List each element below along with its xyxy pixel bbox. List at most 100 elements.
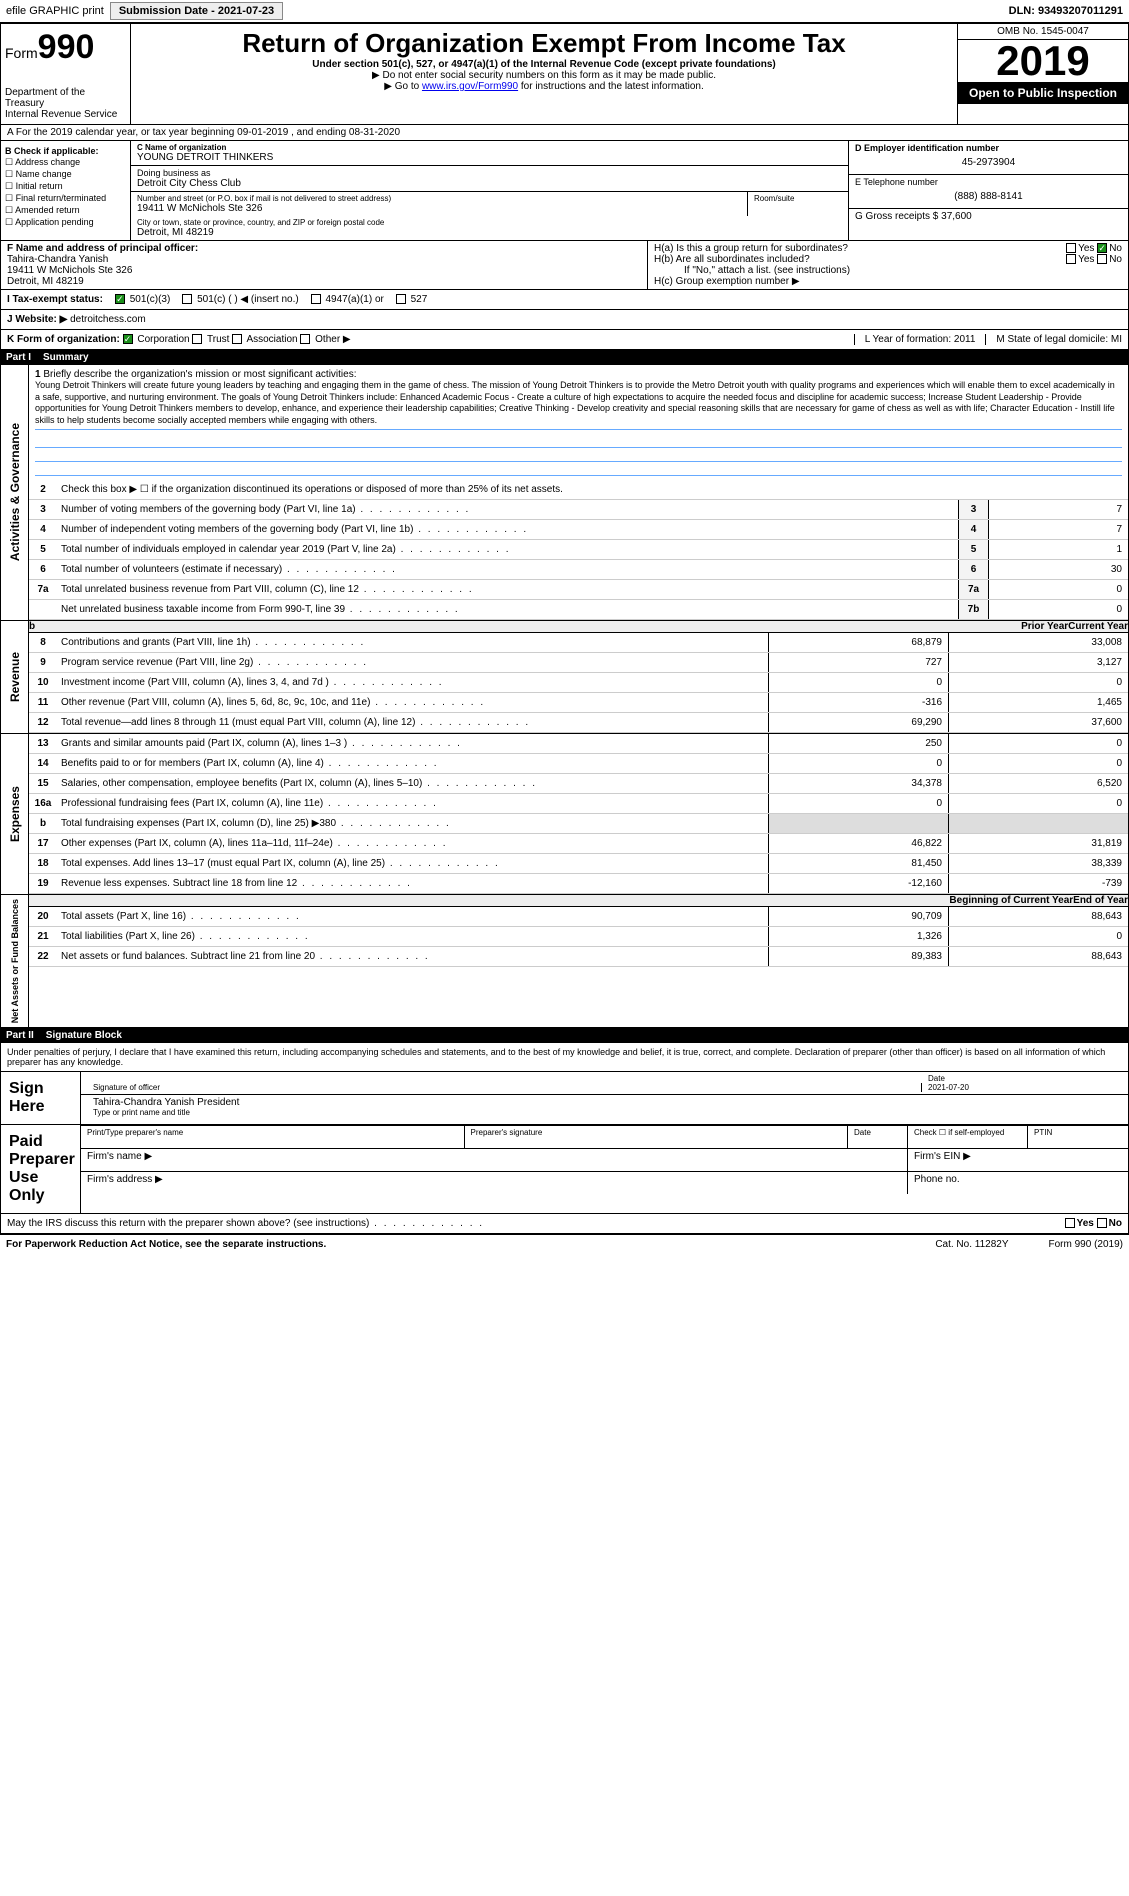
discuss-row: May the IRS discuss this return with the…	[1, 1213, 1128, 1233]
col-d-ein: D Employer identification number 45-2973…	[848, 141, 1128, 240]
topbar: efile GRAPHIC print Submission Date - 20…	[0, 0, 1129, 23]
netassets-section: Net Assets or Fund Balances Beginning of…	[0, 895, 1129, 1028]
cb-trust[interactable]	[192, 334, 202, 344]
i-label: I Tax-exempt status:	[7, 294, 103, 305]
year-header: b Prior Year Current Year	[29, 621, 1128, 633]
ptin-label: PTIN	[1028, 1126, 1128, 1148]
line-10: 10 Investment income (Part VIII, column …	[29, 673, 1128, 693]
type-name-label: Type or print name and title	[93, 1108, 1116, 1117]
sig-officer-label: Signature of officer	[87, 1083, 922, 1092]
section-bcd: B Check if applicable: ☐ Address change …	[0, 141, 1129, 241]
expenses-section: Expenses 13 Grants and similar amounts p…	[0, 734, 1129, 895]
line-18: 18 Total expenses. Add lines 13–17 (must…	[29, 854, 1128, 874]
ssn-note: ▶ Do not enter social security numbers o…	[135, 70, 953, 81]
col-b-header: B Check if applicable:	[5, 146, 126, 156]
sign-here-label: Sign Here	[1, 1072, 81, 1124]
website-value: detroitchess.com	[70, 314, 146, 325]
officer-addr2: Detroit, MI 48219	[7, 276, 641, 287]
cb-name-change[interactable]: ☐ Name change	[5, 169, 126, 180]
form-ref: Form 990 (2019)	[1049, 1239, 1123, 1250]
line-16a: 16a Professional fundraising fees (Part …	[29, 794, 1128, 814]
hb-yes[interactable]	[1066, 254, 1076, 264]
cb-4947[interactable]	[311, 294, 321, 304]
officer-addr1: 19411 W McNichols Ste 326	[7, 265, 641, 276]
activities-governance-section: Activities & Governance 1 Briefly descri…	[0, 365, 1129, 621]
prep-name-label: Print/Type preparer's name	[81, 1126, 465, 1148]
line-4: 4 Number of independent voting members o…	[29, 520, 1128, 540]
dba-label: Doing business as	[137, 168, 842, 178]
line-7a: 7a Total unrelated business revenue from…	[29, 580, 1128, 600]
ha-no[interactable]	[1097, 243, 1107, 253]
officer-name-title: Tahira-Chandra Yanish President	[93, 1097, 1116, 1108]
line-2: 2 Check this box ▶ ☐ if the organization…	[29, 480, 1128, 500]
cb-other[interactable]	[300, 334, 310, 344]
l-year-formation: L Year of formation: 2011	[854, 334, 976, 345]
penalty-text: Under penalties of perjury, I declare th…	[1, 1043, 1128, 1071]
city-value: Detroit, MI 48219	[137, 227, 842, 238]
dept-treasury: Department of the Treasury	[5, 87, 126, 109]
cb-final-return[interactable]: ☐ Final return/terminated	[5, 193, 126, 204]
cat-no: Cat. No. 11282Y	[935, 1239, 1008, 1250]
form-subtitle: Under section 501(c), 527, or 4947(a)(1)…	[135, 59, 953, 70]
submission-date-button[interactable]: Submission Date - 2021-07-23	[110, 2, 283, 20]
net-header: Beginning of Current Year End of Year	[29, 895, 1128, 907]
cb-assoc[interactable]	[232, 334, 242, 344]
cb-amended[interactable]: ☐ Amended return	[5, 205, 126, 216]
hb-no[interactable]	[1097, 254, 1107, 264]
cb-501c[interactable]	[182, 294, 192, 304]
dln-label: DLN: 93493207011291	[1009, 5, 1123, 17]
hb-row: H(b) Are all subordinates included? Yes …	[654, 254, 1122, 265]
prep-sig-label: Preparer's signature	[465, 1126, 849, 1148]
blank-line	[35, 448, 1122, 462]
blank-line	[35, 434, 1122, 448]
hb-note: If "No," attach a list. (see instruction…	[654, 265, 1122, 276]
sig-date-label: Date2021-07-20	[922, 1074, 1122, 1092]
paid-preparer-label: Paid Preparer Use Only	[1, 1125, 81, 1213]
addr-label: Number and street (or P.O. box if mail i…	[137, 194, 741, 203]
cb-527[interactable]	[396, 294, 406, 304]
line-19: 19 Revenue less expenses. Subtract line …	[29, 874, 1128, 894]
irs-link[interactable]: www.irs.gov/Form990	[422, 81, 518, 92]
line-b: b Total fundraising expenses (Part IX, c…	[29, 814, 1128, 834]
ha-yes[interactable]	[1066, 243, 1076, 253]
side-activities: Activities & Governance	[6, 419, 24, 565]
row-i-status: I Tax-exempt status: 501(c)(3) 501(c) ( …	[0, 290, 1129, 310]
open-inspection: Open to Public Inspection	[958, 82, 1128, 104]
officer-name: Tahira-Chandra Yanish	[7, 254, 641, 265]
addr-value: 19411 W McNichols Ste 326	[137, 203, 741, 214]
e-label: E Telephone number	[855, 177, 1122, 187]
row-fh: F Name and address of principal officer:…	[0, 241, 1129, 290]
discuss-no[interactable]	[1097, 1218, 1107, 1228]
form-header: Form990 Department of the Treasury Inter…	[0, 23, 1129, 125]
firm-name-label: Firm's name ▶	[81, 1149, 908, 1171]
phone-label: Phone no.	[908, 1172, 1128, 1194]
f-label: F Name and address of principal officer:	[7, 243, 641, 254]
line-12: 12 Total revenue—add lines 8 through 11 …	[29, 713, 1128, 733]
discuss-yes[interactable]	[1065, 1218, 1075, 1228]
line-8: 8 Contributions and grants (Part VIII, l…	[29, 633, 1128, 653]
phone-value: (888) 888-8141	[855, 187, 1122, 206]
ein-value: 45-2973904	[855, 153, 1122, 172]
name-label: C Name of organization	[137, 143, 842, 152]
cb-501c3[interactable]	[115, 294, 125, 304]
row-a-period: A For the 2019 calendar year, or tax yea…	[0, 125, 1129, 141]
form-number: Form990	[5, 28, 126, 67]
current-year-hdr: Current Year	[1068, 621, 1128, 632]
blank-line	[35, 462, 1122, 476]
cb-address-change[interactable]: ☐ Address change	[5, 157, 126, 168]
line-22: 22 Net assets or fund balances. Subtract…	[29, 947, 1128, 967]
cb-application[interactable]: ☐ Application pending	[5, 217, 126, 228]
line-17: 17 Other expenses (Part IX, column (A), …	[29, 834, 1128, 854]
mission-block: 1 Briefly describe the organization's mi…	[29, 365, 1128, 480]
mission-text: Young Detroit Thinkers will create futur…	[35, 380, 1122, 430]
begin-year-hdr: Beginning of Current Year	[949, 895, 1073, 906]
cb-corp[interactable]	[123, 334, 133, 344]
cb-initial-return[interactable]: ☐ Initial return	[5, 181, 126, 192]
col-b-checkboxes: B Check if applicable: ☐ Address change …	[1, 141, 131, 240]
end-year-hdr: End of Year	[1073, 895, 1128, 906]
m-domicile: M State of legal domicile: MI	[985, 334, 1122, 345]
prior-year-hdr: Prior Year	[1021, 621, 1068, 632]
line-14: 14 Benefits paid to or for members (Part…	[29, 754, 1128, 774]
efile-label: efile GRAPHIC print	[6, 5, 104, 17]
city-label: City or town, state or province, country…	[137, 218, 842, 227]
